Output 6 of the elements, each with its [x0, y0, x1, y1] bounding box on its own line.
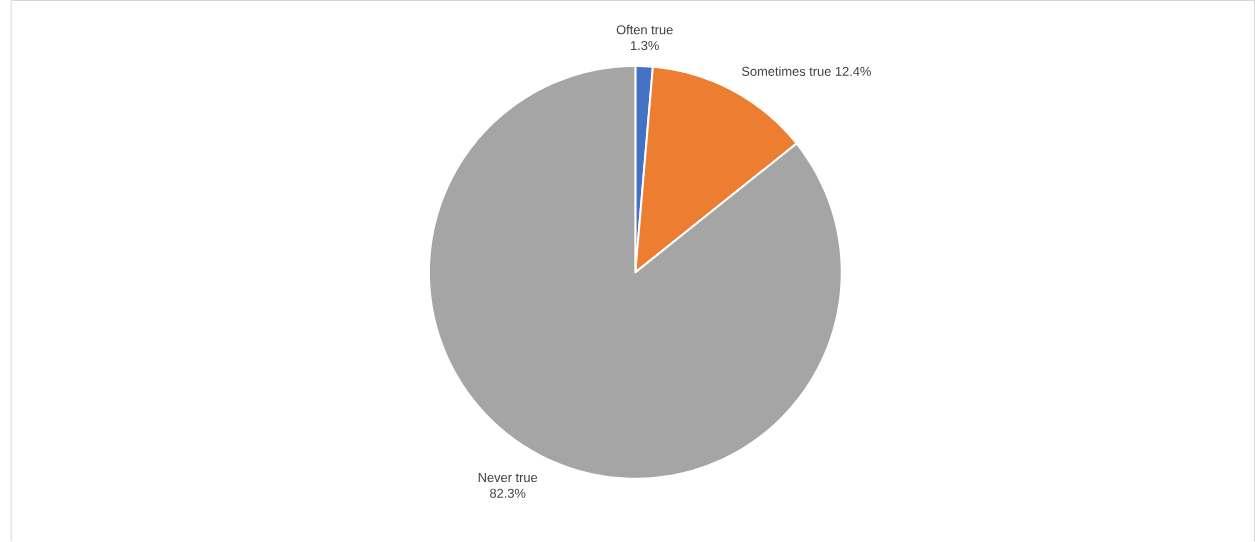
- data-label: 1.3%: [631, 41, 659, 51]
- data-label: 12.4%: [835, 66, 871, 76]
- data-label: 82.3%: [490, 488, 526, 498]
- slice-label: Sometimes true: [741, 66, 831, 77]
- slice-label: Often true: [616, 24, 673, 35]
- slice-label: Never true: [478, 473, 538, 483]
